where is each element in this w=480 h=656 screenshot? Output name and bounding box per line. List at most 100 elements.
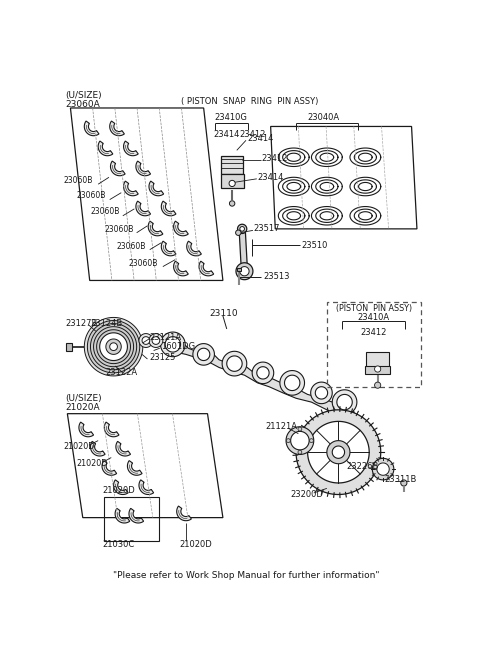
Text: "Please refer to Work Shop Manual for further information": "Please refer to Work Shop Manual for fu… [113,571,379,580]
Text: 23517: 23517 [254,224,280,234]
Text: (U/SIZE): (U/SIZE) [65,394,102,403]
Polygon shape [127,461,142,475]
Polygon shape [142,337,150,344]
Polygon shape [90,323,137,370]
Polygon shape [287,439,290,443]
Text: 23040A: 23040A [307,113,339,122]
Text: 23060B: 23060B [129,259,158,268]
Bar [66,343,72,350]
Polygon shape [236,230,241,236]
Text: 23226B: 23226B [346,462,378,470]
Polygon shape [174,261,188,276]
Polygon shape [199,261,214,276]
Bar [327,302,421,387]
Bar [237,268,241,271]
Polygon shape [100,333,127,361]
Polygon shape [298,427,302,431]
Polygon shape [102,461,117,475]
Text: ( PISTON  SNAP  RING  PIN ASSY): ( PISTON SNAP RING PIN ASSY) [180,97,318,106]
Polygon shape [315,387,328,399]
Text: 23513: 23513 [263,272,289,281]
Polygon shape [98,141,113,155]
Polygon shape [374,366,381,372]
Polygon shape [84,121,99,136]
Polygon shape [116,441,131,456]
Text: 21121A: 21121A [265,422,297,431]
Polygon shape [229,201,235,206]
Polygon shape [161,241,176,256]
Polygon shape [193,344,215,365]
Text: 23410G: 23410G [214,113,247,122]
Polygon shape [114,480,128,495]
Polygon shape [327,441,350,464]
Text: 23412: 23412 [240,130,266,138]
Text: 23412: 23412 [360,328,387,337]
Polygon shape [104,422,119,437]
Text: 23060B: 23060B [90,207,120,216]
Polygon shape [236,263,253,279]
Polygon shape [165,337,180,352]
Polygon shape [161,201,176,216]
Polygon shape [332,446,345,459]
Text: 23060B: 23060B [77,192,106,200]
Text: 23060B: 23060B [117,242,146,251]
Text: 23124B: 23124B [90,319,123,328]
Polygon shape [139,480,154,495]
Polygon shape [84,318,143,376]
Polygon shape [197,348,210,361]
Text: 1601DG: 1601DG [161,342,195,351]
Polygon shape [257,367,269,379]
Text: 21020D: 21020D [103,486,135,495]
Polygon shape [123,141,138,155]
Bar [221,155,243,174]
Text: 23311B: 23311B [384,475,417,483]
Text: 23125: 23125 [150,353,176,362]
Text: 23200D: 23200D [291,490,324,499]
Polygon shape [240,266,249,276]
Polygon shape [96,330,131,363]
Text: 23110: 23110 [209,309,238,318]
Text: 21020D: 21020D [179,540,212,549]
Text: 23414: 23414 [258,173,284,182]
Polygon shape [129,508,144,523]
Polygon shape [298,450,302,454]
Text: 21020D: 21020D [77,459,108,468]
Text: 23060A: 23060A [65,100,100,109]
Polygon shape [123,181,138,195]
Polygon shape [106,339,121,354]
Text: 23127B: 23127B [65,319,97,328]
Polygon shape [79,422,94,437]
Polygon shape [94,327,133,367]
Polygon shape [90,441,105,456]
Polygon shape [139,334,153,348]
Text: 23414: 23414 [248,134,274,143]
Text: 21020A: 21020A [65,403,100,412]
Polygon shape [136,201,151,216]
Polygon shape [187,241,202,256]
Polygon shape [227,356,242,371]
Polygon shape [374,382,381,388]
Polygon shape [222,352,247,376]
Bar [104,497,159,541]
Polygon shape [311,382,332,403]
Polygon shape [240,226,244,231]
Polygon shape [87,321,140,373]
Text: (U/SIZE): (U/SIZE) [65,91,102,100]
Text: 23410A: 23410A [358,313,390,322]
Text: 21030C: 21030C [103,540,135,549]
Polygon shape [332,390,357,415]
Text: 23510: 23510 [301,241,328,249]
Polygon shape [110,343,118,350]
Polygon shape [136,161,151,176]
Polygon shape [115,508,130,523]
Polygon shape [377,463,389,475]
Text: 23122A: 23122A [106,369,138,377]
Polygon shape [152,337,160,344]
Polygon shape [229,180,235,186]
Text: 23060B: 23060B [63,176,93,185]
Polygon shape [291,432,309,450]
Polygon shape [308,421,369,483]
Polygon shape [372,459,394,480]
Bar [221,174,244,188]
Text: (PISTON  PIN ASSY): (PISTON PIN ASSY) [336,304,412,313]
